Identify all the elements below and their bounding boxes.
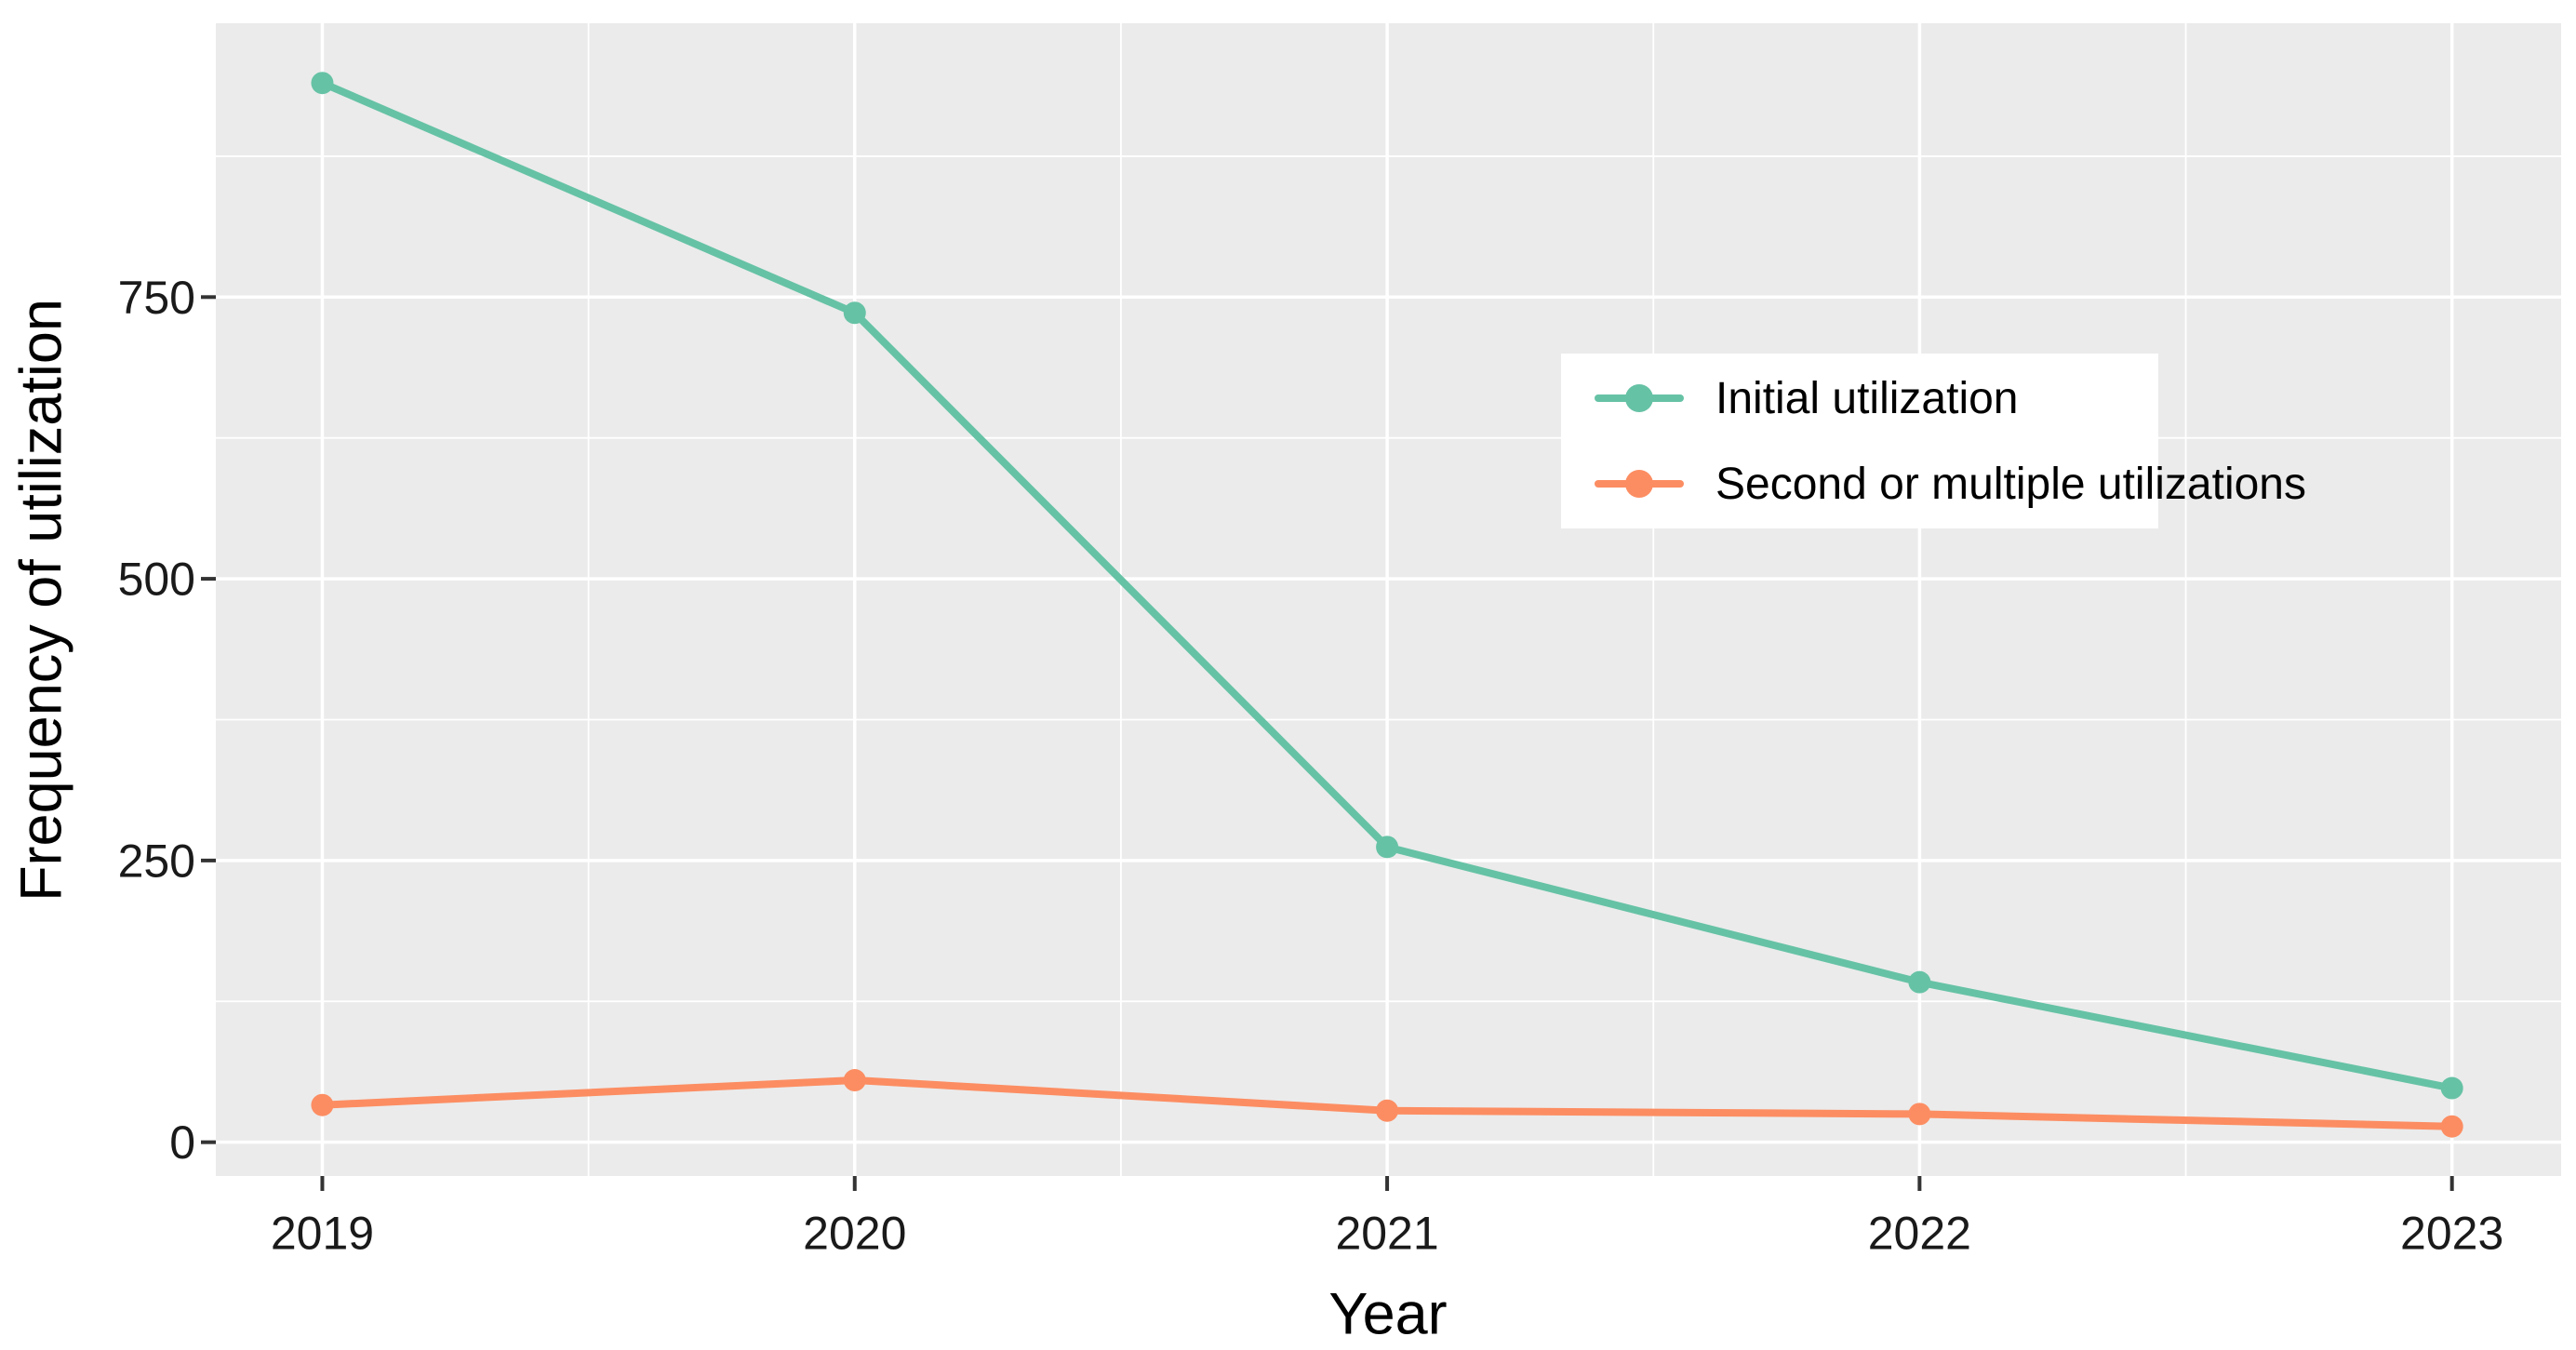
- x-tick-label: 2019: [271, 1208, 374, 1260]
- legend-item-second: Second or multiple utilizations: [1595, 450, 2306, 517]
- data-point: [1376, 835, 1399, 859]
- data-point: [2440, 1076, 2463, 1100]
- data-point: [843, 1069, 866, 1092]
- x-tick-label: 2022: [1868, 1208, 1971, 1260]
- data-point: [311, 1093, 334, 1116]
- legend-label-second: Second or multiple utilizations: [1715, 459, 2306, 509]
- legend-key-second: [1595, 465, 1684, 502]
- x-tick-label: 2023: [2400, 1208, 2503, 1260]
- legend-item-initial: Initial utilization: [1595, 365, 2158, 432]
- y-tick-label: 250: [118, 835, 195, 887]
- x-axis-title: Year: [1328, 1281, 1448, 1347]
- x-tick-label: 2020: [803, 1208, 906, 1260]
- y-axis-title: Frequency of utilization: [8, 299, 74, 902]
- legend-label-initial: Initial utilization: [1715, 373, 2019, 423]
- legend-key-initial: [1595, 380, 1684, 417]
- y-tick-label: 750: [118, 272, 195, 324]
- y-tick-label: 0: [169, 1116, 195, 1169]
- data-point: [2440, 1115, 2463, 1138]
- x-tick-label: 2021: [1335, 1208, 1438, 1260]
- legend-dot-icon: [1625, 470, 1653, 498]
- y-tick-label: 500: [118, 554, 195, 606]
- data-point: [1376, 1099, 1399, 1122]
- data-point: [1908, 970, 1931, 994]
- legend-dot-icon: [1625, 384, 1653, 412]
- data-point: [311, 72, 334, 95]
- data-point: [843, 301, 866, 325]
- data-point: [1908, 1103, 1931, 1126]
- legend: Initial utilization Second or multiple u…: [1561, 354, 2306, 528]
